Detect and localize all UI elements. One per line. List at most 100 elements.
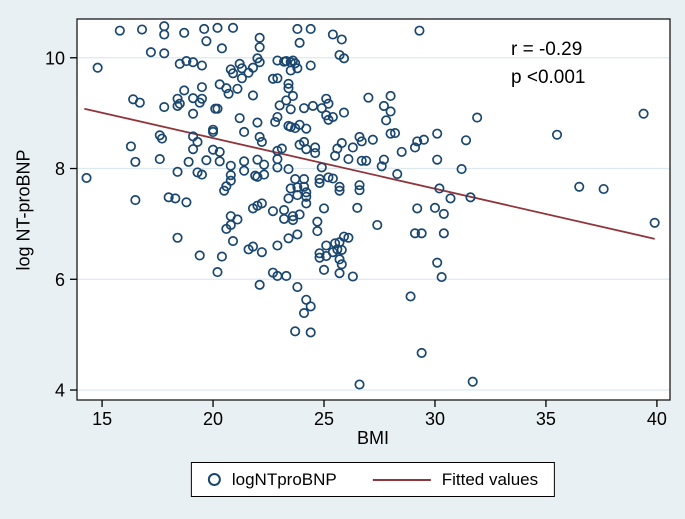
data-point (292, 281, 303, 293)
data-point (294, 139, 305, 150)
data-point (292, 63, 303, 74)
data-point (272, 162, 283, 173)
y-tick-label: 8 (55, 159, 65, 179)
legend-scatter-label: logNTproBNP (231, 469, 337, 489)
x-axis-title: BMI (356, 428, 390, 448)
data-point (416, 228, 427, 239)
data-point (354, 379, 365, 390)
data-point (221, 223, 232, 234)
data-point (318, 264, 330, 275)
data-point (225, 160, 236, 171)
data-point (247, 62, 259, 73)
data-point (221, 83, 232, 94)
data-point (301, 123, 312, 134)
data-point (412, 203, 423, 214)
plot-border (76, 18, 671, 401)
data-point (405, 291, 416, 302)
data-point (145, 47, 156, 58)
data-point (472, 112, 483, 123)
fitted-line (84, 107, 655, 240)
data-point (283, 233, 294, 244)
data-point (465, 192, 476, 203)
data-point (247, 90, 259, 101)
legend-fitted-label: Fitted values (441, 469, 539, 489)
data-point (267, 73, 279, 84)
data-point (367, 134, 378, 145)
data-point (445, 193, 456, 204)
data-point (409, 142, 421, 153)
data-point (378, 100, 389, 111)
data-point (434, 183, 445, 194)
data-point (252, 117, 263, 128)
data-point (356, 136, 367, 147)
data-point (354, 185, 365, 196)
data-point (334, 185, 345, 196)
data-point (259, 169, 270, 180)
data-point (239, 126, 250, 138)
data-point (332, 143, 343, 154)
data-point (310, 147, 321, 159)
data-point (363, 92, 374, 103)
data-point (134, 97, 145, 108)
data-point (285, 104, 296, 115)
data-point (381, 115, 392, 126)
data-point (298, 181, 310, 192)
data-point (239, 156, 250, 167)
legend: logNTproBNP Fitted values (190, 462, 556, 497)
data-point (181, 56, 192, 67)
data-point (212, 103, 223, 114)
data-point (201, 155, 212, 166)
x-tick-label: 35 (536, 409, 556, 429)
data-point (416, 347, 427, 358)
data-point (212, 22, 223, 33)
data-point (305, 23, 316, 35)
data-point (307, 100, 318, 111)
y-tick-label: 6 (55, 270, 65, 290)
data-point (338, 231, 350, 242)
data-point (170, 193, 181, 204)
data-point (270, 116, 281, 128)
data-point (312, 216, 323, 227)
data-point (347, 271, 358, 282)
y-tick-label: 4 (55, 381, 65, 401)
data-point (385, 128, 396, 139)
data-point (154, 154, 165, 165)
data-point (225, 170, 236, 181)
data-point (638, 108, 649, 119)
data-point (227, 68, 239, 79)
data-point (236, 63, 247, 74)
data-point (290, 326, 301, 337)
data-point (223, 88, 234, 99)
data-point (429, 202, 441, 213)
data-point (372, 219, 383, 231)
data-point (432, 128, 443, 139)
data-point (418, 134, 429, 145)
data-point (396, 146, 407, 157)
data-point (283, 78, 294, 89)
data-point (287, 55, 298, 66)
data-point (285, 183, 296, 194)
data-point (201, 36, 212, 47)
data-point (336, 259, 347, 270)
data-point (232, 83, 243, 94)
data-point (227, 22, 239, 33)
data-point (227, 236, 239, 247)
data-point (292, 190, 303, 201)
data-point (207, 144, 219, 155)
data-point (81, 172, 92, 183)
data-point (188, 108, 199, 119)
data-point (301, 294, 312, 305)
data-point (649, 217, 660, 228)
data-point (321, 93, 332, 104)
data-point (256, 198, 267, 209)
legend-item-fitted: Fitted values (372, 469, 539, 490)
data-point (414, 25, 425, 36)
data-point (256, 247, 267, 258)
data-point (347, 142, 358, 153)
data-point (183, 156, 194, 167)
data-point (301, 144, 312, 155)
data-point (298, 103, 310, 114)
data-point (287, 90, 298, 102)
data-point (352, 202, 363, 213)
